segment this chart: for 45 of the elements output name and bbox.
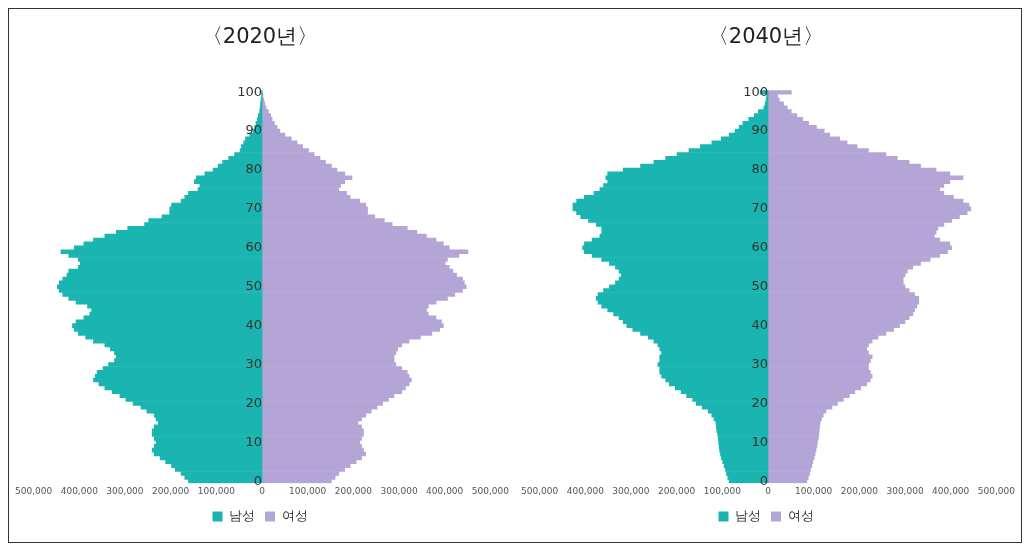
y-tick-label: 20 <box>245 394 262 410</box>
y-tick-label: 100 <box>237 83 262 99</box>
x-tick-label: 100,000 <box>289 485 327 496</box>
x-tick-label: 300,000 <box>886 485 924 496</box>
y-tick-label: 20 <box>751 394 768 410</box>
x-tick-label: 100,000 <box>795 485 833 496</box>
y-tick-label: 80 <box>751 161 768 177</box>
y-tick-label: 10 <box>751 433 768 449</box>
legend-label: 여성 <box>281 507 308 523</box>
y-tick-label: 100 <box>743 83 768 99</box>
x-tick-label: 400,000 <box>566 485 605 496</box>
x-tick-label: 500,000 <box>521 485 559 496</box>
y-tick-label: 60 <box>751 239 768 255</box>
legend-label: 남성 <box>735 507 761 523</box>
chart-title: 〈2040년〉 <box>707 24 825 49</box>
y-tick-label: 70 <box>751 200 768 216</box>
chart-title: 〈2020년〉 <box>201 24 319 49</box>
x-tick-label: 100,000 <box>703 485 742 496</box>
x-tick-label: 200,000 <box>840 485 879 496</box>
x-tick-label: 500,000 <box>977 485 1016 496</box>
x-tick-label: 500,000 <box>15 485 53 496</box>
x-tick-label: 400,000 <box>60 485 99 496</box>
x-tick-label: 200,000 <box>334 485 373 496</box>
x-tick-label: 400,000 <box>932 485 970 496</box>
x-tick-label: 200,000 <box>152 485 190 496</box>
y-tick-label: 30 <box>751 355 768 371</box>
y-tick-label: 40 <box>245 316 262 332</box>
x-tick-label: 400,000 <box>426 485 464 496</box>
y-tick-label: 70 <box>245 200 262 216</box>
x-tick-label: 300,000 <box>612 485 650 496</box>
y-tick-label: 30 <box>245 355 262 371</box>
y-tick-label: 90 <box>751 122 768 138</box>
x-tick-label: 100,000 <box>197 485 236 496</box>
y-tick-label: 80 <box>245 161 262 177</box>
x-tick-label: 300,000 <box>106 485 144 496</box>
y-tick-label: 50 <box>245 278 262 294</box>
x-tick-label: 300,000 <box>380 485 418 496</box>
y-tick-label: 10 <box>245 433 262 449</box>
legend-label: 남성 <box>229 507 255 523</box>
y-tick-label: 60 <box>245 239 262 255</box>
x-tick-label: 200,000 <box>658 485 696 496</box>
y-tick-label: 50 <box>751 278 768 294</box>
legend-label: 여성 <box>787 507 814 523</box>
y-tick-label: 40 <box>751 316 768 332</box>
x-tick-label: 500,000 <box>471 485 510 496</box>
